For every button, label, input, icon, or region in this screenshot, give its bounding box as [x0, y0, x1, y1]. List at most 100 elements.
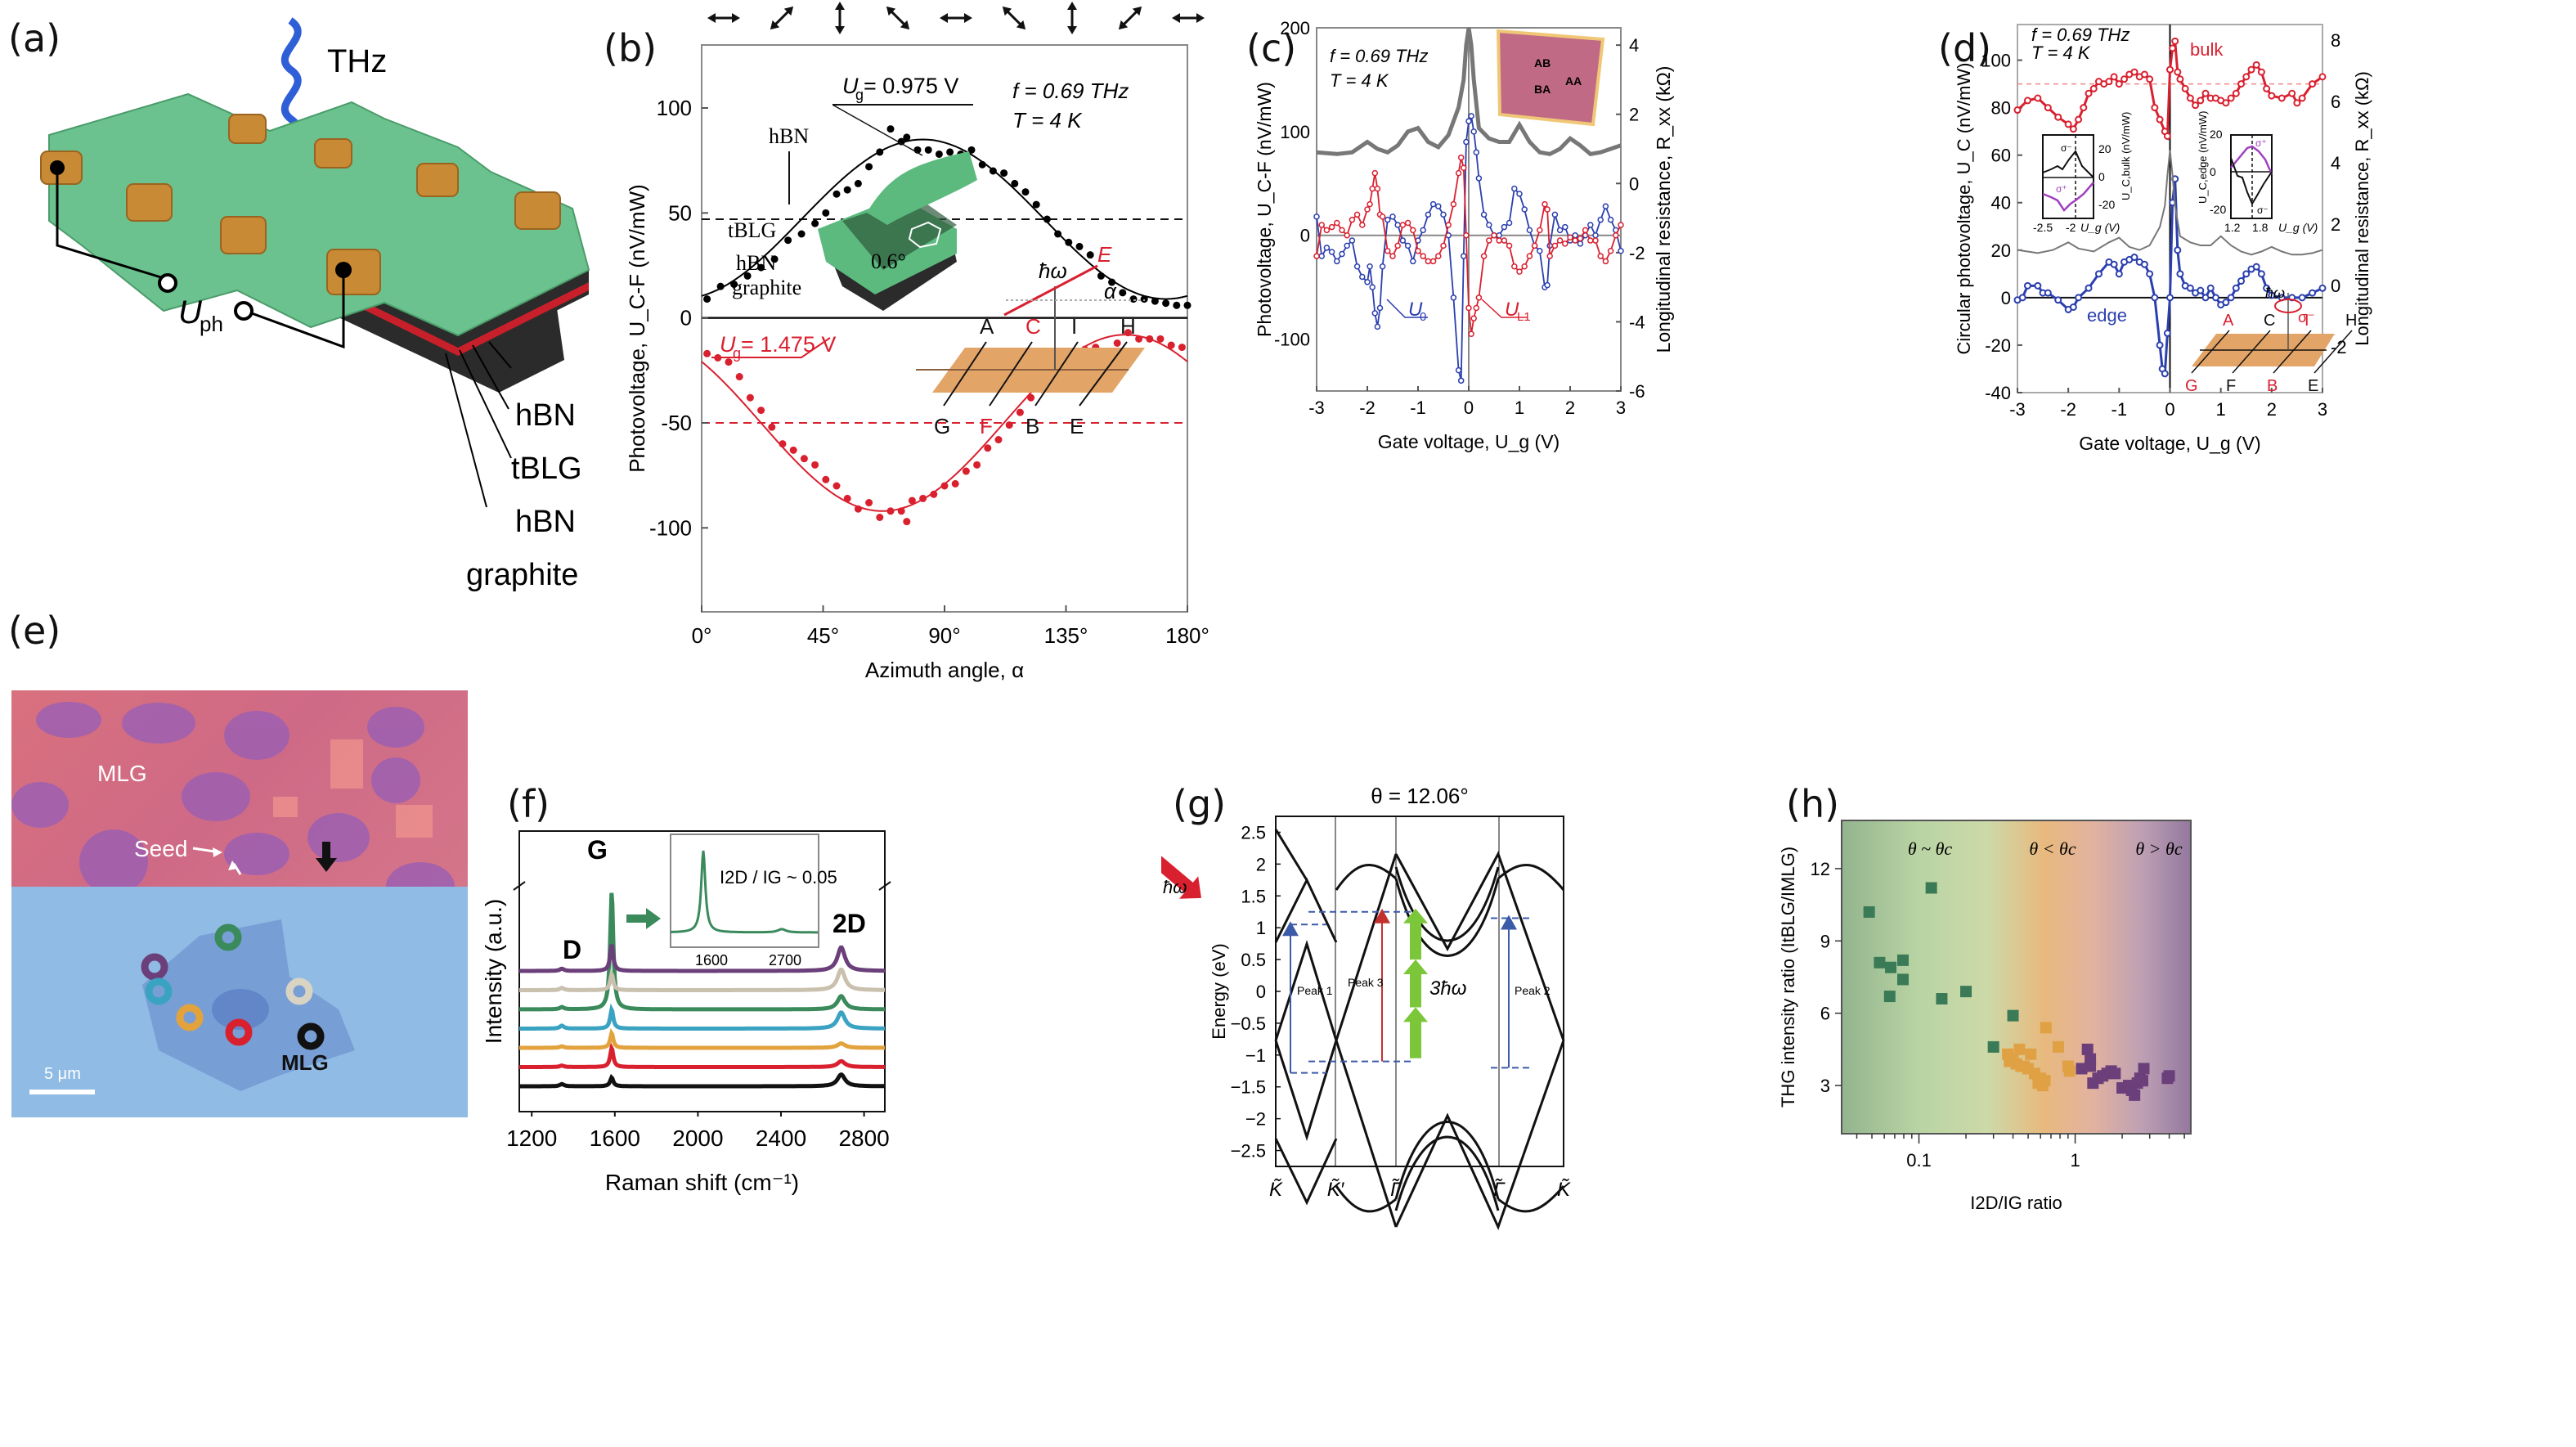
- contact-label-H: H: [1120, 314, 1136, 339]
- data-point: [2023, 281, 2031, 290]
- data-point: [725, 358, 733, 366]
- data-point-c: [1925, 882, 1937, 894]
- data-point: [2169, 44, 2177, 52]
- y-tick-label: 200: [1280, 18, 1310, 38]
- data-point: [2044, 289, 2052, 297]
- inset-xtick: -2: [2066, 221, 2076, 234]
- data-point: [2242, 270, 2251, 278]
- inset-sigma-minus-curve: [2230, 157, 2273, 206]
- annot-frequency: f = 0.69 THz: [2031, 25, 2129, 45]
- data-point-c: [2040, 1022, 2052, 1034]
- data-point: [2013, 106, 2022, 115]
- contact-label-B: B: [2267, 377, 2278, 395]
- data-point: [2080, 104, 2088, 112]
- data-point: [1129, 295, 1138, 303]
- contact-line: [1079, 341, 1128, 407]
- data-point: [2069, 125, 2077, 133]
- x-tick-label: -3: [1308, 398, 1325, 418]
- data-point: [1501, 237, 1508, 244]
- x-tick-label: 2: [1565, 398, 1575, 418]
- data-point: [1344, 242, 1350, 249]
- data-point: [832, 190, 841, 198]
- contact-line: [2191, 330, 2230, 374]
- x-tick-label: 0°: [692, 623, 712, 648]
- y-tick-label: -100: [1274, 330, 1310, 350]
- inset-ylabel: U_C,bulk (nV/mW): [2120, 112, 2132, 200]
- data-point: [843, 494, 851, 502]
- inset-label-angle: 0.6°: [871, 249, 906, 273]
- peak2-label: Peak 2: [1515, 984, 1551, 997]
- data-point: [2186, 284, 2194, 292]
- data-point: [962, 467, 970, 475]
- panel-g-chart: θ = 12.06°K̃ K̃′ Γ̃ Γ̃ K̃2.521.510.50−0.5−1−…: [1161, 784, 1571, 1231]
- data-point: [2318, 284, 2327, 292]
- tblg-flake: [11, 887, 468, 1117]
- peak3-label: Peak 3: [1348, 976, 1384, 989]
- data-point: [1450, 200, 1457, 208]
- inset-frame: [2042, 134, 2094, 219]
- data-point-c: [1896, 954, 1909, 966]
- data-point: [1162, 299, 1170, 308]
- raman-spectrum-green: [519, 892, 885, 1012]
- contact-label-C: C: [1025, 314, 1041, 339]
- contact-label-G: G: [934, 414, 950, 438]
- data-point: [1415, 247, 1421, 254]
- data-point: [2140, 70, 2148, 79]
- device-top-hbn: [48, 92, 590, 337]
- data-point: [1486, 237, 1492, 244]
- x-axis-label: I2D/IG ratio: [1970, 1193, 2062, 1213]
- data-point: [1404, 219, 1411, 227]
- data-point: [1353, 211, 1361, 218]
- contact-label-G: G: [2185, 377, 2198, 395]
- data-point: [1562, 240, 1568, 247]
- inset-label-tblg: tBLG: [728, 218, 776, 242]
- k-point-label: K̃′: [1327, 1179, 1345, 1201]
- data-point: [1334, 219, 1340, 227]
- data-point: [1435, 253, 1442, 259]
- y-tick-label: 0.5: [1241, 950, 1266, 970]
- x-tick-label: -1: [2112, 399, 2128, 420]
- panel-label-e: (e): [8, 609, 61, 653]
- data-point: [1318, 222, 1325, 228]
- data-point: [1556, 227, 1564, 234]
- data-point: [1359, 273, 1366, 281]
- data-point: [1328, 223, 1335, 231]
- contacts: [40, 114, 561, 295]
- y-tick-label: 100: [1981, 51, 2011, 71]
- data-point: [1577, 235, 1584, 242]
- band-curve: [1394, 1121, 1500, 1200]
- panel-label-f: (f): [507, 782, 550, 826]
- k-point-label: K̃: [1269, 1179, 1283, 1201]
- data-point: [2263, 284, 2271, 292]
- contact-label-A: A: [980, 314, 994, 339]
- data-point: [1544, 206, 1551, 213]
- data-point: [1457, 154, 1465, 161]
- y-right-axis-label: Longitudinal resistance, R_xx (kΩ): [1653, 66, 1674, 353]
- inset-xlabel: U_g (V): [2278, 221, 2318, 234]
- data-point: [940, 482, 949, 490]
- data-point: [2075, 294, 2083, 302]
- polarization-arrowhead: [1132, 6, 1142, 16]
- inset-sigma-plus-label: σ⁺: [2056, 183, 2067, 195]
- inset-xtick: 1.2: [2224, 221, 2241, 234]
- data-point: [2174, 68, 2182, 76]
- x-tick-label: 1600: [590, 1126, 640, 1151]
- data-point: [784, 236, 792, 245]
- data-point: [2257, 68, 2265, 76]
- data-point: [2156, 341, 2164, 349]
- data-point: [2318, 73, 2327, 81]
- data-point-c: [1885, 961, 1897, 973]
- data-point-c: [2007, 1009, 2019, 1022]
- y-right-tick-label: -2: [2331, 337, 2347, 357]
- data-point: [1551, 242, 1559, 249]
- annotation-arrows: [192, 842, 337, 875]
- y-tick-label: 0: [1300, 226, 1310, 246]
- data-point: [1313, 213, 1320, 220]
- raman-spectrum-purple: [519, 944, 885, 973]
- data-point: [1394, 242, 1401, 249]
- data-point: [1005, 421, 1013, 429]
- data-point: [1151, 297, 1159, 305]
- data-point-c: [2085, 1060, 2097, 1072]
- y-right-tick-label: 6: [2331, 92, 2340, 112]
- inset-label-hbn-bottom: hBN: [736, 251, 776, 275]
